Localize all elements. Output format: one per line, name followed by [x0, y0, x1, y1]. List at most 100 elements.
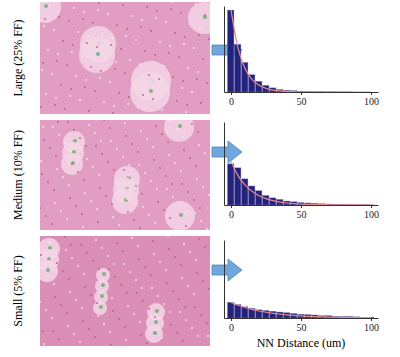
tissue-speckle	[189, 251, 191, 253]
tissue-speckle	[163, 209, 165, 211]
tissue-speckle	[109, 81, 111, 83]
tissue-speckle	[208, 194, 210, 196]
x-tick-mark	[371, 92, 372, 95]
marker-dot	[99, 305, 103, 309]
tissue-speckle	[90, 200, 92, 202]
tissue-speckle	[126, 28, 128, 30]
tissue-speckle	[88, 110, 90, 112]
tissue-speckle	[151, 287, 153, 289]
tissue-speckle	[77, 171, 79, 173]
fat-vacuole-region	[40, 2, 61, 23]
tissue-speckle	[152, 98, 154, 100]
tissue-speckle	[79, 341, 81, 343]
tissue-speckle	[159, 41, 161, 43]
tissue-speckle	[186, 104, 188, 106]
tissue-speckle	[127, 211, 129, 213]
marker-dot	[203, 15, 207, 19]
tissue-speckle	[94, 132, 96, 134]
tissue-speckle	[115, 61, 117, 63]
tissue-speckle	[196, 78, 198, 80]
tissue-speckle	[139, 321, 141, 323]
x-tick-mark	[301, 205, 302, 208]
tissue-speckle	[118, 224, 120, 226]
tissue-speckle	[57, 121, 59, 123]
histogram-bar	[228, 164, 234, 205]
tissue-speckle	[51, 317, 53, 319]
tissue-speckle	[120, 48, 122, 50]
tissue-speckle	[96, 208, 98, 210]
tissue-speckle	[90, 294, 92, 296]
tissue-speckle	[98, 268, 100, 270]
tissue-speckle	[133, 219, 135, 221]
x-tick-label: 50	[297, 96, 307, 107]
tissue-speckle	[68, 184, 70, 186]
tissue-speckle	[118, 318, 120, 320]
fat-vacuole-region	[188, 2, 210, 34]
tissue-speckle	[43, 343, 45, 345]
tissue-speckle	[71, 257, 73, 259]
fit-curve	[231, 302, 371, 317]
tissue-speckle	[185, 111, 187, 113]
tissue-speckle	[101, 153, 103, 155]
tissue-speckle	[55, 155, 57, 157]
tissue-speckle	[139, 63, 141, 65]
tissue-speckle	[88, 124, 90, 126]
tissue-speckle	[86, 42, 88, 44]
tissue-speckle	[42, 62, 44, 64]
tissue-speckle	[82, 226, 84, 228]
tissue-speckle	[197, 131, 199, 133]
tissue-speckle	[84, 286, 86, 288]
marker-dot	[149, 89, 153, 93]
y-axis	[224, 7, 225, 93]
tissue-speckle	[198, 34, 200, 36]
tissue-speckle	[60, 84, 62, 86]
tissue-speckle	[161, 109, 163, 111]
tissue-speckle	[56, 60, 58, 62]
tissue-speckle	[153, 61, 155, 63]
tissue-speckle	[204, 14, 206, 16]
plot-area	[228, 302, 374, 318]
histogram-bar	[256, 191, 262, 205]
tissue-speckle	[159, 261, 161, 263]
tissue-speckle	[148, 214, 150, 216]
tissue-speckle	[184, 36, 186, 38]
tissue-speckle	[154, 54, 156, 56]
tissue-speckle	[142, 206, 144, 208]
tissue-speckle	[178, 204, 180, 206]
tissue-speckle	[79, 99, 81, 101]
tissue-speckle	[79, 137, 81, 139]
tissue-speckle	[206, 82, 208, 84]
tissue-speckle	[116, 148, 118, 150]
tissue-speckle	[77, 265, 79, 267]
x-tick: 50	[297, 92, 307, 107]
tissue-speckle	[120, 284, 122, 286]
figure: Large (25% FF)050100Medium (10% FF)05010…	[0, 0, 400, 357]
fit-curve	[231, 10, 371, 92]
tissue-speckle	[120, 190, 122, 192]
tissue-speckle	[111, 37, 113, 39]
tissue-speckle	[126, 292, 128, 294]
tissue-speckle	[141, 287, 143, 289]
x-tick: 50	[297, 318, 307, 333]
tissue-speckle	[137, 245, 139, 247]
tissue-speckle	[193, 293, 195, 295]
tissue-speckle	[172, 196, 174, 198]
tissue-speckle	[187, 285, 189, 287]
tissue-speckle	[146, 6, 148, 8]
tissue-speckle	[40, 207, 41, 209]
y-axis	[224, 241, 225, 319]
tissue-speckle	[168, 52, 170, 54]
x-tick-mark	[371, 318, 372, 321]
tissue-speckle	[87, 35, 89, 37]
tissue-speckle	[129, 59, 131, 61]
histogram-bar	[249, 75, 255, 92]
tissue-speckle	[180, 12, 182, 14]
tissue-speckle	[112, 112, 114, 114]
tissue-speckle	[60, 304, 62, 306]
tissue-speckle	[49, 147, 51, 149]
tissue-speckle	[53, 29, 55, 31]
tissue-speckle	[94, 336, 96, 338]
tissue-speckle	[105, 195, 107, 197]
row-label: Small (5% FF)	[11, 255, 25, 326]
tissue-speckle	[110, 344, 112, 346]
